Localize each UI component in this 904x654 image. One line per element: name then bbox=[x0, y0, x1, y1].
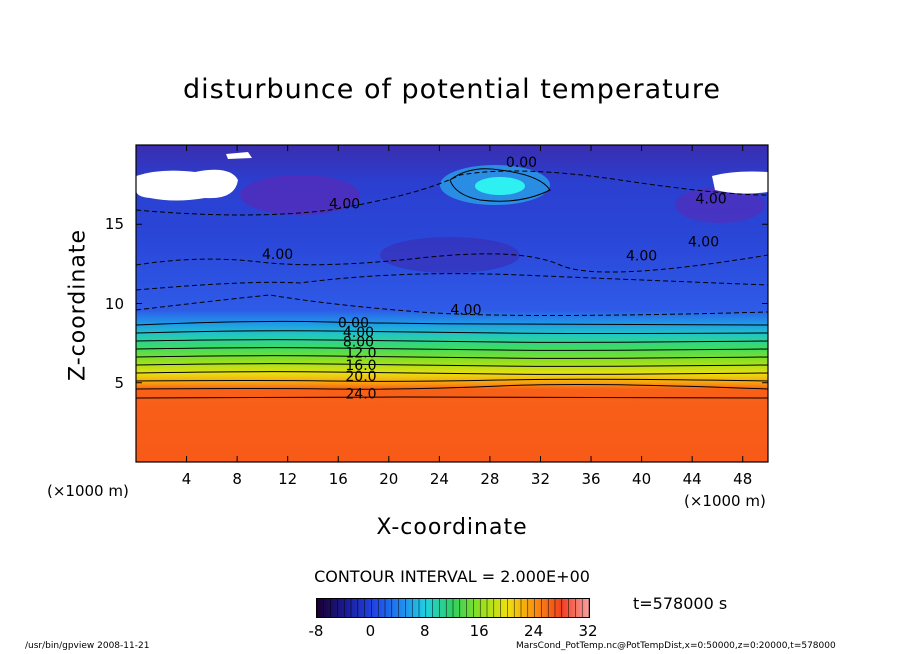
time-text: t=578000 s bbox=[633, 594, 728, 613]
colorbar-tick-label: 8 bbox=[420, 622, 430, 640]
x-tick-label: 32 bbox=[530, 470, 551, 488]
contour-label: 4.00 bbox=[688, 234, 719, 250]
contour-labels: 0.004.00 4.004.00 4.004.004.000.004.008.00… bbox=[262, 155, 727, 402]
colorbar-tick-label: 32 bbox=[578, 622, 598, 640]
y-unit-label: (×1000 m) bbox=[47, 482, 129, 500]
contour-label: 4.00 bbox=[450, 303, 481, 319]
contour-label: 0.00 bbox=[506, 155, 537, 171]
colorbar-tick-label: 0 bbox=[365, 622, 376, 640]
contour-label: 20.0 bbox=[345, 369, 376, 385]
contour-lines bbox=[136, 168, 768, 399]
y-axis-label: Z-coordinate bbox=[65, 229, 91, 381]
colorbar-tick-label: 24 bbox=[524, 622, 544, 640]
x-tick-label: 36 bbox=[581, 470, 601, 488]
x-tick-label: 44 bbox=[682, 470, 702, 488]
contour-label: 0.00 bbox=[338, 315, 369, 331]
colorbar-tick-label: -8 bbox=[308, 622, 324, 640]
missing-region bbox=[226, 152, 252, 159]
contour-label: 16.0 bbox=[345, 358, 376, 374]
field-purple-region bbox=[675, 187, 765, 223]
y-tick-label: 10 bbox=[104, 294, 124, 313]
contour-label: 8.00 bbox=[343, 334, 374, 350]
x-tick-marks bbox=[186, 145, 744, 462]
x-unit-label: (×1000 m) bbox=[684, 492, 766, 510]
y-tick-marks bbox=[136, 223, 768, 384]
x-tick-label: 20 bbox=[379, 470, 399, 488]
x-tick-label: 16 bbox=[328, 470, 348, 488]
contour-label: 4.00 bbox=[343, 325, 374, 341]
contour-label: 12.0 bbox=[345, 345, 376, 361]
contour-label: 24.0 bbox=[345, 387, 376, 403]
contour-label: 4.00 bbox=[329, 196, 360, 212]
y-tick-label: 5 bbox=[114, 373, 124, 392]
x-tick-label: 40 bbox=[632, 470, 652, 488]
x-axis-label: X-coordinate bbox=[376, 515, 528, 540]
field-purple-region bbox=[240, 175, 360, 215]
missing-region bbox=[712, 171, 768, 194]
contour-interval-text: CONTOUR INTERVAL = 2.000E+00 bbox=[314, 567, 590, 586]
colorbar bbox=[316, 598, 590, 618]
chart-title: disturbunce of potential temperature bbox=[183, 74, 721, 105]
missing-region bbox=[136, 169, 238, 201]
footer-right: MarsCond_PotTemp.nc@PotTempDist,x=0:5000… bbox=[516, 641, 836, 651]
contour-label: 4.00 bbox=[626, 249, 657, 265]
x-tick-label: 12 bbox=[278, 470, 298, 488]
colorbar-tick-label: 16 bbox=[469, 622, 489, 640]
colorbar-gradient bbox=[316, 599, 590, 617]
x-tick-label: 48 bbox=[733, 470, 753, 488]
x-tick-label: 4 bbox=[181, 470, 192, 488]
field-cyan-core bbox=[475, 177, 525, 195]
x-tick-label: 8 bbox=[232, 470, 242, 488]
contour-label: 4.00 bbox=[696, 192, 727, 208]
contour-label: 4.00 bbox=[262, 247, 293, 263]
x-tick-label: 28 bbox=[480, 470, 500, 488]
footer-left: /usr/bin/gpview 2008-11-21 bbox=[25, 641, 150, 651]
x-tick-label: 24 bbox=[429, 470, 449, 488]
y-tick-label: 15 bbox=[104, 215, 124, 234]
